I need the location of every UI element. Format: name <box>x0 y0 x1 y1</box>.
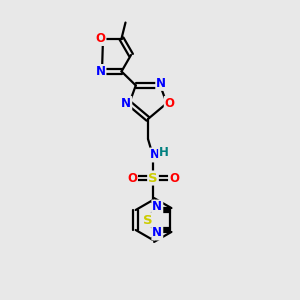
Text: N: N <box>150 148 160 161</box>
Text: N: N <box>95 65 106 78</box>
Text: N: N <box>152 226 162 239</box>
Text: O: O <box>95 32 106 45</box>
Text: O: O <box>169 172 179 184</box>
Text: O: O <box>165 97 175 110</box>
Text: N: N <box>156 77 166 90</box>
Text: N: N <box>152 200 162 214</box>
Text: S: S <box>148 172 158 184</box>
Text: O: O <box>127 172 137 184</box>
Text: N: N <box>121 97 131 110</box>
Text: H: H <box>159 146 169 158</box>
Text: S: S <box>142 214 152 226</box>
